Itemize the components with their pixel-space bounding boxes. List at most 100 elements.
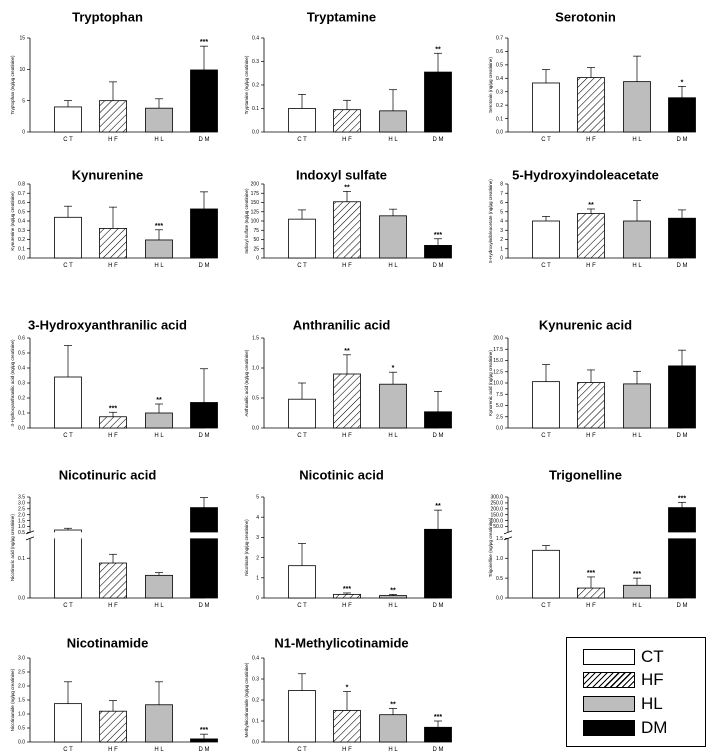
x-tick-label: D M: [433, 263, 444, 269]
y-tick-label: 10: [19, 67, 25, 73]
panel-3-hydroxyanthranilic-acid: 3-Hydroxyanthranilic acid 3-Hydroxyanthra…: [10, 318, 218, 439]
x-tick-label: C T: [63, 603, 73, 609]
y-tick-label: 50.0: [493, 524, 503, 530]
panel-title: 3-Hydroxyanthranilic acid: [28, 318, 187, 333]
axis-break-mark: [25, 530, 35, 535]
bar-dm: [668, 97, 696, 133]
y-tick-label: 1.0: [18, 712, 25, 718]
x-tick-label: C T: [63, 747, 73, 752]
legend-label-ct: CT: [641, 647, 664, 666]
y-tick-label: 0.0: [18, 740, 25, 746]
y-tick-label: 75: [253, 228, 259, 234]
significance-label: **: [435, 46, 441, 53]
y-axis-label: Tryptophan (ng/µg creatinine): [10, 55, 15, 114]
bar-hl: [623, 220, 651, 259]
y-tick-label: 0.3: [252, 59, 259, 65]
panel-indoxyl-sulfate: Indoxyl sulfate Indoxyl sulfate (ng/µg cr…: [244, 168, 452, 269]
y-tick-label: 0.5: [18, 351, 25, 357]
significance-label: **: [156, 397, 162, 404]
x-tick-label: H L: [388, 603, 398, 609]
y-tick-label: 0.0: [496, 130, 503, 136]
y-axis-label: 3-Hydroxyanthranilic acid (ng/µg creatin…: [10, 339, 15, 426]
y-tick-label: 0.5: [496, 63, 503, 69]
y-tick-label: 0.0: [18, 256, 25, 262]
bar-break-gap: [53, 532, 83, 539]
panel-title: 5-Hydroxyindoleacetate: [512, 168, 659, 183]
bar-dm: [668, 365, 696, 429]
significance-label: **: [390, 587, 396, 594]
axis-break-mark: [503, 536, 513, 541]
x-tick-label: H L: [632, 137, 642, 143]
y-tick-label: 1.0: [496, 556, 503, 562]
bar-hf: [577, 587, 605, 599]
bar-ct: [54, 703, 82, 743]
y-tick-label: 15.0: [493, 358, 503, 364]
significance-label: *: [392, 365, 395, 372]
y-tick-label: 0.0: [18, 596, 25, 602]
y-tick-label: 10.0: [493, 381, 503, 387]
panel-title: Kynurenine: [72, 168, 144, 183]
y-tick-label: 175: [251, 191, 260, 197]
x-tick-label: H F: [108, 433, 118, 439]
y-tick-label: 8: [500, 182, 503, 188]
bar-hf: [99, 100, 127, 133]
y-tick-label: 3.5: [18, 495, 25, 501]
x-tick-label: D M: [677, 603, 688, 609]
x-tick-label: H F: [586, 137, 596, 143]
y-tick-label: 2.5: [18, 670, 25, 676]
y-tick-label: 0.4: [18, 219, 25, 225]
x-tick-label: C T: [297, 263, 307, 269]
x-tick-label: H F: [108, 747, 118, 752]
y-axis-label: Indoxyl sulfate (ng/µg creatinine): [244, 188, 249, 254]
bar-dm: [190, 507, 218, 599]
x-tick-label: H F: [342, 263, 352, 269]
y-tick-label: 0.3: [18, 228, 25, 234]
x-tick-label: H L: [388, 137, 398, 143]
panel-n1-methylicotinamide: N1-Methylicotinamide Methylnicotinamide (…: [244, 636, 452, 752]
y-tick-label: 12.5: [493, 369, 503, 375]
x-tick-label: H F: [108, 603, 118, 609]
axis-break-mark: [25, 536, 35, 541]
legend-item-ct: CT: [583, 647, 664, 666]
y-tick-label: 0.1: [18, 246, 25, 252]
x-tick-label: H F: [586, 433, 596, 439]
y-tick-label: 300.0: [490, 495, 503, 501]
legend-item-hf: HF: [583, 670, 664, 689]
bar-hf: [99, 710, 127, 743]
y-tick-label: 0.3: [496, 89, 503, 95]
bar-dm: [424, 528, 452, 599]
y-tick-label: 4: [500, 219, 503, 225]
bar-hf: [577, 77, 605, 133]
x-tick-label: D M: [677, 263, 688, 269]
y-tick-label: 1.0: [18, 524, 25, 530]
y-tick-label: 1.5: [252, 336, 259, 342]
y-tick-label: 150.0: [490, 512, 503, 518]
bar-hl: [145, 239, 173, 259]
bar-dm: [190, 208, 218, 259]
y-tick-label: 5: [22, 98, 25, 104]
x-tick-label: H F: [342, 137, 352, 143]
y-tick-label: 0.8: [18, 182, 25, 188]
bar-ct: [532, 220, 560, 259]
y-axis-label: Nicotinuric acid (ng/µg creatinine): [10, 514, 15, 581]
legend-swatch-hl: [583, 696, 635, 712]
y-tick-label: 0.2: [18, 237, 25, 243]
x-tick-label: C T: [541, 603, 551, 609]
significance-label: ***: [109, 405, 117, 412]
x-tick-label: H F: [342, 603, 352, 609]
x-tick-label: H F: [108, 137, 118, 143]
x-tick-label: D M: [199, 433, 210, 439]
significance-label: **: [435, 503, 441, 510]
y-tick-label: 0.1: [252, 106, 259, 112]
panel-title: Indoxyl sulfate: [296, 168, 387, 183]
significance-label: ***: [434, 714, 442, 721]
x-tick-label: H L: [632, 603, 642, 609]
x-tick-label: C T: [297, 433, 307, 439]
legend-swatch-dm: [583, 720, 635, 736]
panel-title: Nicotinic acid: [299, 468, 384, 483]
y-tick-label: 6: [500, 200, 503, 206]
y-tick-label: 3.0: [18, 501, 25, 507]
significance-label: **: [588, 202, 594, 209]
